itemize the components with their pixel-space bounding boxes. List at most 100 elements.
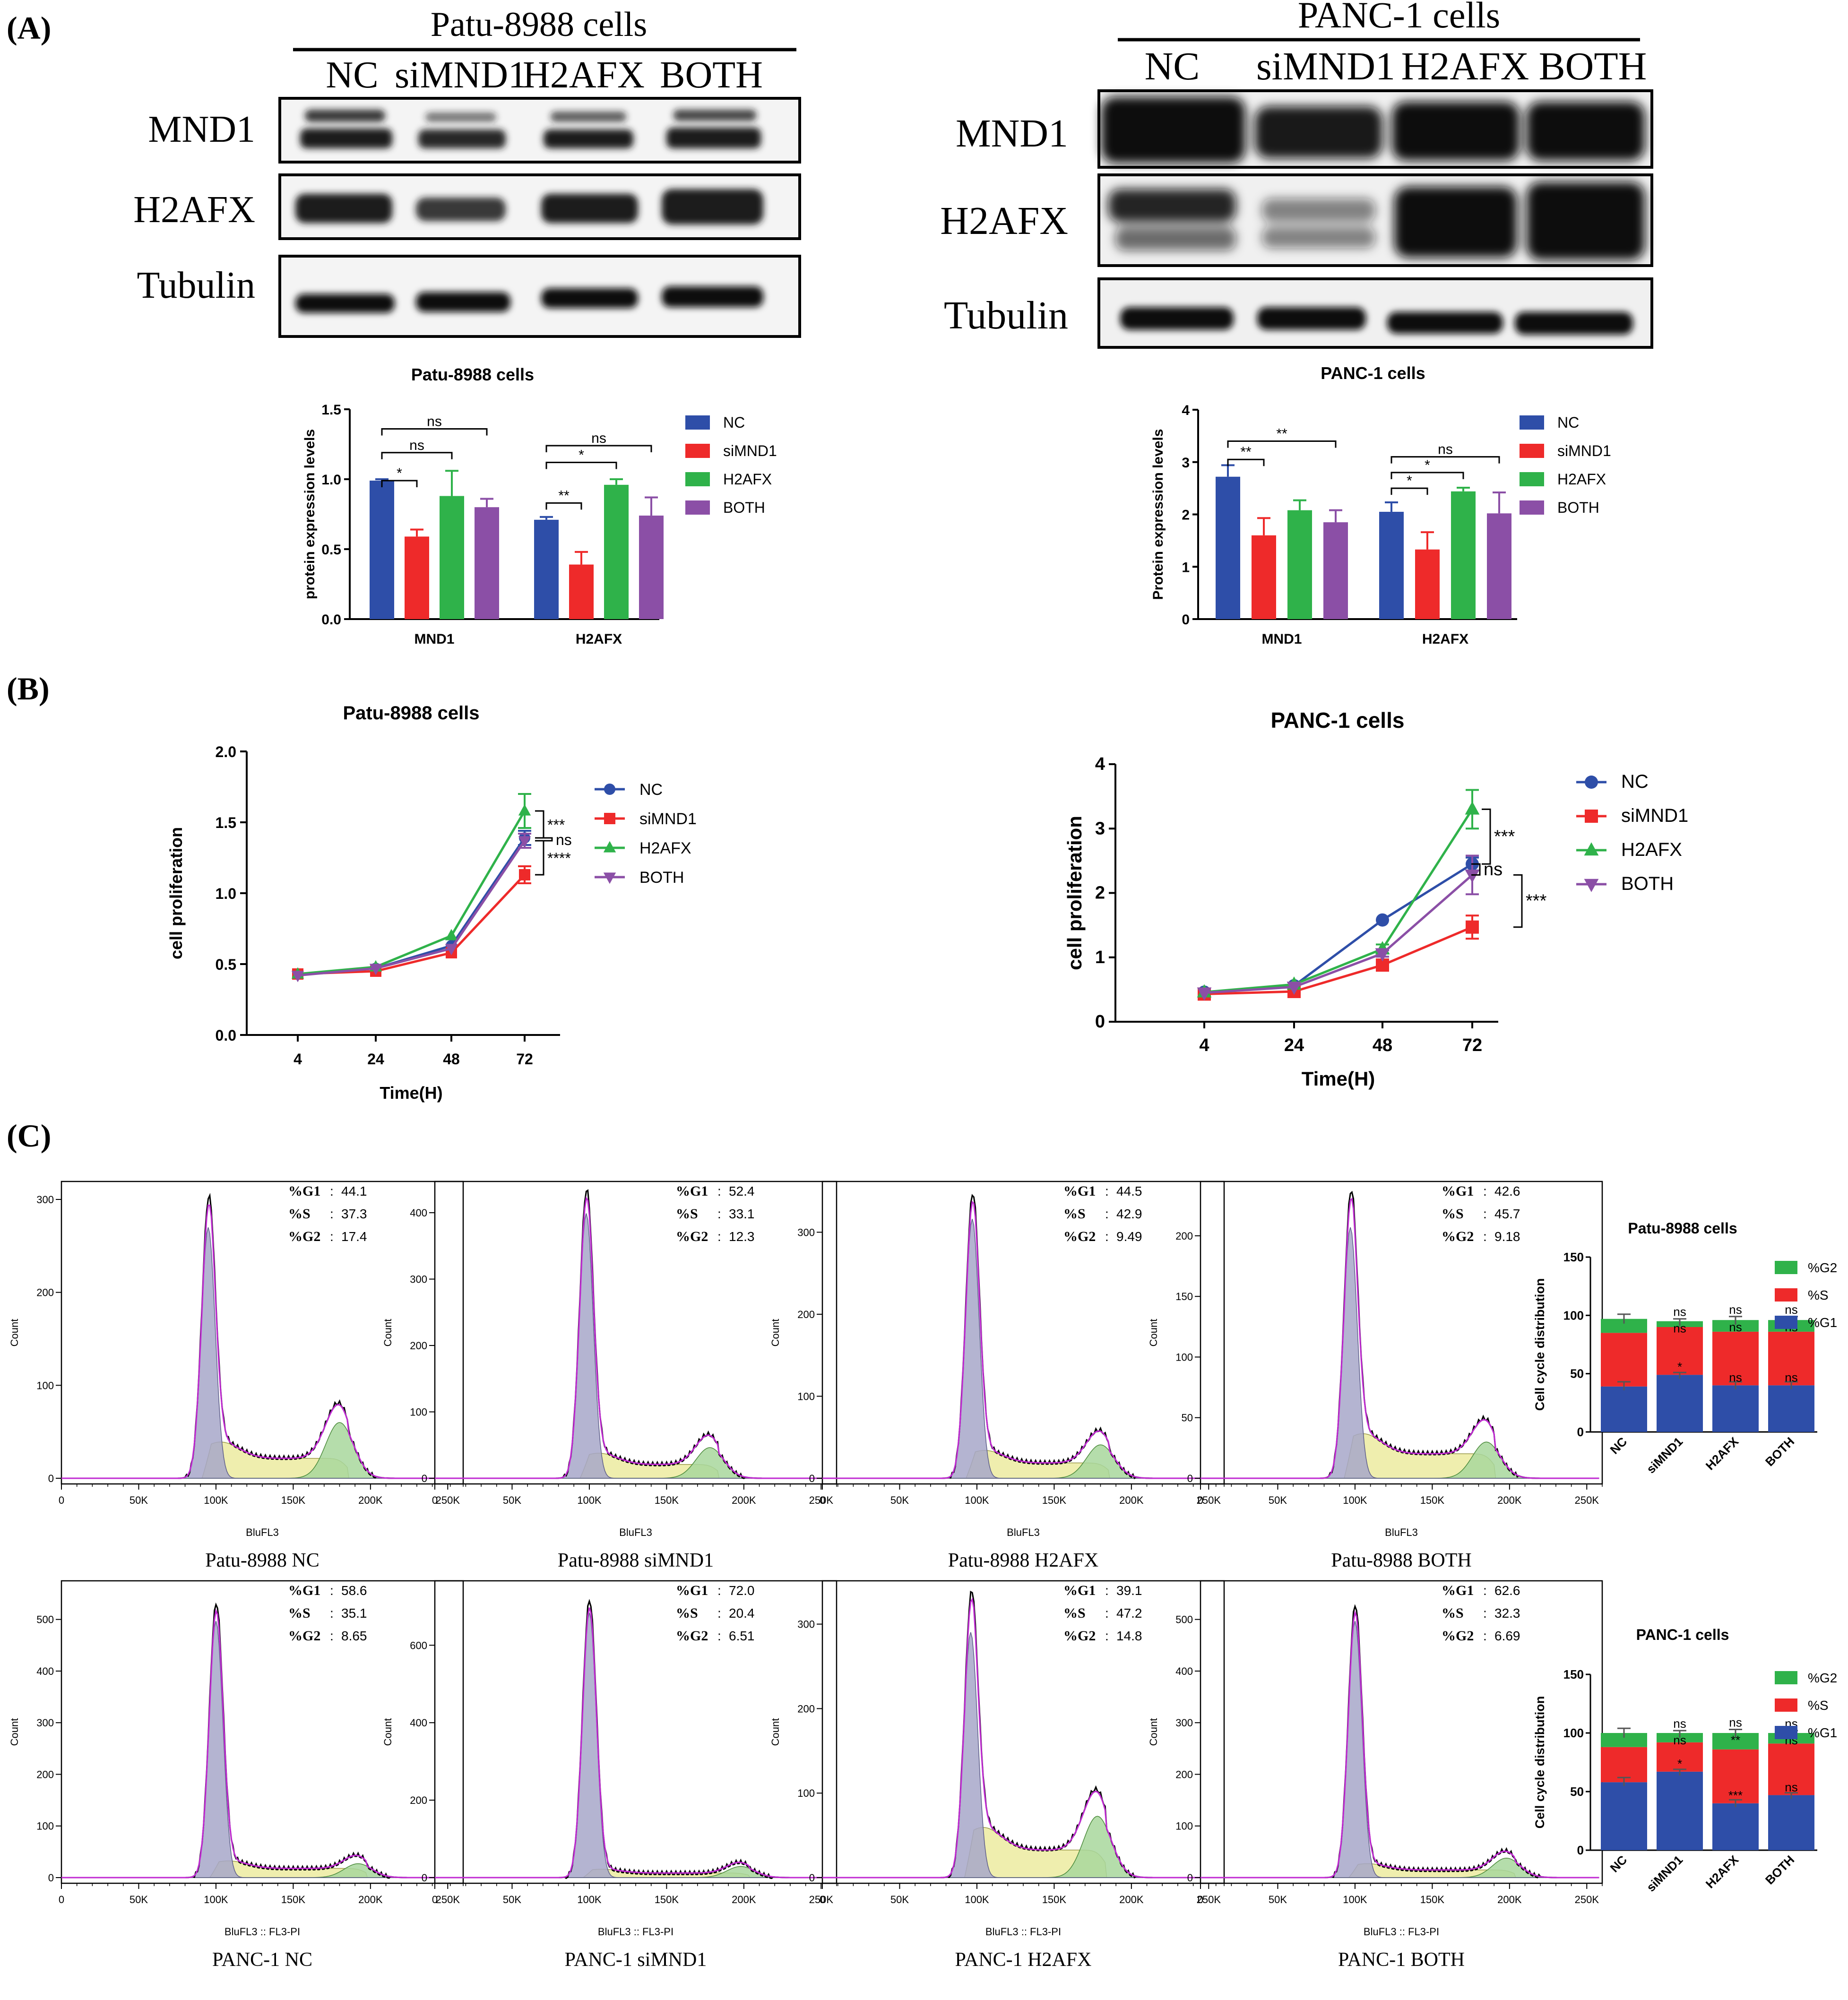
bar bbox=[534, 519, 559, 619]
y-tick-label: 400 bbox=[36, 1665, 54, 1677]
x-tick-label: 50K bbox=[503, 1494, 521, 1506]
phase-separator: : bbox=[1483, 1583, 1487, 1598]
phase-value: 12.3 bbox=[729, 1229, 755, 1244]
significance-bracket bbox=[544, 837, 553, 842]
bar bbox=[569, 564, 594, 619]
y-tick-label: 100 bbox=[1563, 1726, 1584, 1740]
x-tick-label: 50K bbox=[1269, 1494, 1287, 1506]
y-tick-label: 150 bbox=[1563, 1250, 1584, 1264]
data-point bbox=[445, 929, 458, 940]
x-tick-label: H2AFX bbox=[1703, 1434, 1742, 1473]
x-tick-label: NC bbox=[1607, 1853, 1630, 1875]
stacked-bar-segment bbox=[1768, 1385, 1814, 1432]
series-line bbox=[297, 810, 526, 975]
blot-title: PANC-1 cells bbox=[1298, 0, 1500, 35]
legend-swatch bbox=[1520, 472, 1544, 486]
legend-label: siMND1 bbox=[639, 810, 697, 828]
g1-phase-area bbox=[61, 1621, 460, 1878]
phase-separator: : bbox=[717, 1184, 721, 1198]
legend-label: BOTH bbox=[1557, 499, 1599, 516]
x-axis-label: BluFL3 :: FL3-PI bbox=[225, 1926, 300, 1938]
significance-label: *** bbox=[1494, 827, 1515, 846]
bar bbox=[440, 496, 464, 619]
x-tick-label: 72 bbox=[1462, 1035, 1482, 1055]
x-tick-label: siMND1 bbox=[1644, 1434, 1686, 1476]
y-tick-label: 300 bbox=[36, 1194, 54, 1206]
lane-label: BOTH bbox=[660, 54, 763, 96]
chart-c-patu: Patu-8988 cells 0 50 100 150 Cell cycle distr… bbox=[1533, 1220, 1837, 1476]
blot-title: Patu-8988 cells bbox=[431, 5, 647, 44]
phase-value: 72.0 bbox=[729, 1583, 755, 1598]
significance-bracket bbox=[545, 461, 617, 469]
phase-value: 6.51 bbox=[729, 1629, 755, 1643]
significance-label: ns bbox=[1484, 860, 1503, 879]
phase-label: %G2 bbox=[288, 1229, 320, 1244]
data-point bbox=[1465, 870, 1480, 883]
x-axis-label: BluFL3 :: FL3-PI bbox=[1364, 1926, 1439, 1938]
stacked-bar-segment bbox=[1657, 1375, 1703, 1432]
chart-title: Patu-8988 cells bbox=[411, 365, 534, 384]
phase-label: %G1 bbox=[1063, 1583, 1096, 1598]
significance-bracket bbox=[381, 480, 418, 487]
data-point bbox=[1465, 801, 1480, 815]
y-tick-label: 200 bbox=[1175, 1768, 1193, 1780]
y-tick-label: 200 bbox=[1175, 1230, 1193, 1242]
series-line bbox=[297, 837, 526, 975]
row-label: H2AFX bbox=[133, 189, 255, 231]
x-tick-label: MND1 bbox=[414, 631, 454, 647]
y-tick-label: 400 bbox=[410, 1207, 427, 1219]
row-label: Tubulin bbox=[944, 293, 1068, 337]
series-line bbox=[1204, 809, 1474, 993]
chart-title: Patu-8988 cells bbox=[343, 703, 479, 724]
y-tick-label: 2 bbox=[1182, 508, 1190, 523]
x-tick-label: 0 bbox=[820, 1894, 825, 1905]
histogram-trace bbox=[61, 1193, 460, 1479]
significance-label: ** bbox=[1731, 1733, 1740, 1747]
legend-label: siMND1 bbox=[1621, 805, 1688, 826]
x-tick-label: 200K bbox=[732, 1894, 756, 1905]
significance-bracket bbox=[1482, 808, 1491, 865]
x-tick-label: MND1 bbox=[1261, 631, 1302, 647]
s-phase-area bbox=[822, 1827, 1221, 1878]
significance-bracket bbox=[381, 452, 453, 459]
histogram-title: PANC-1 NC bbox=[212, 1949, 312, 1971]
phase-value: 33.1 bbox=[729, 1207, 755, 1221]
x-axis-label: BluFL3 bbox=[1385, 1526, 1418, 1538]
bar bbox=[639, 515, 664, 619]
phase-label: %S bbox=[676, 1605, 698, 1621]
x-tick-label: 150K bbox=[655, 1494, 679, 1506]
y-tick-label: 0 bbox=[422, 1872, 427, 1884]
significance-label: ns bbox=[1729, 1370, 1742, 1384]
legend-swatch bbox=[1520, 444, 1544, 458]
chart-c-panc: PANC-1 cells 0 50 100 150 Cell cycle distribu… bbox=[1533, 1626, 1837, 1895]
x-tick-label: 200K bbox=[358, 1494, 383, 1506]
blot-bands bbox=[295, 286, 763, 313]
y-tick-label: 0 bbox=[809, 1473, 815, 1484]
stacked-bar-segment bbox=[1657, 1771, 1703, 1850]
data-point bbox=[1287, 982, 1302, 995]
legend-label: BOTH bbox=[639, 869, 684, 887]
flow-histogram: 0 50K 100K 150K 200K 250K0200400600CountBluFL… bbox=[382, 1580, 838, 1971]
stacked-bar-segment bbox=[1601, 1333, 1647, 1387]
histogram-title: Patu-8988 NC bbox=[205, 1550, 320, 1571]
legend-label: NC bbox=[639, 781, 663, 799]
stacked-bar-segment bbox=[1712, 1803, 1759, 1850]
x-tick-label: 250K bbox=[436, 1894, 460, 1905]
legend-label: H2AFX bbox=[639, 839, 691, 857]
significance-label: ns bbox=[427, 414, 442, 429]
y-axis-label: cell proliferation bbox=[1063, 816, 1086, 970]
phase-value: 37.3 bbox=[341, 1207, 367, 1221]
x-tick-label: BOTH bbox=[1762, 1434, 1797, 1469]
y-tick-label: 100 bbox=[36, 1379, 54, 1391]
significance-label: * bbox=[1677, 1757, 1682, 1771]
legend-label: NC bbox=[1557, 414, 1579, 431]
panel-label-c: (C) bbox=[7, 1118, 51, 1154]
legend-swatch bbox=[1775, 1726, 1797, 1739]
phase-separator: : bbox=[330, 1583, 334, 1598]
y-tick-label: 2.0 bbox=[216, 743, 236, 760]
legend-label: H2AFX bbox=[723, 471, 772, 488]
model-fit-line bbox=[1200, 1197, 1599, 1479]
phase-value: 62.6 bbox=[1494, 1583, 1520, 1598]
phase-separator: : bbox=[330, 1229, 334, 1244]
